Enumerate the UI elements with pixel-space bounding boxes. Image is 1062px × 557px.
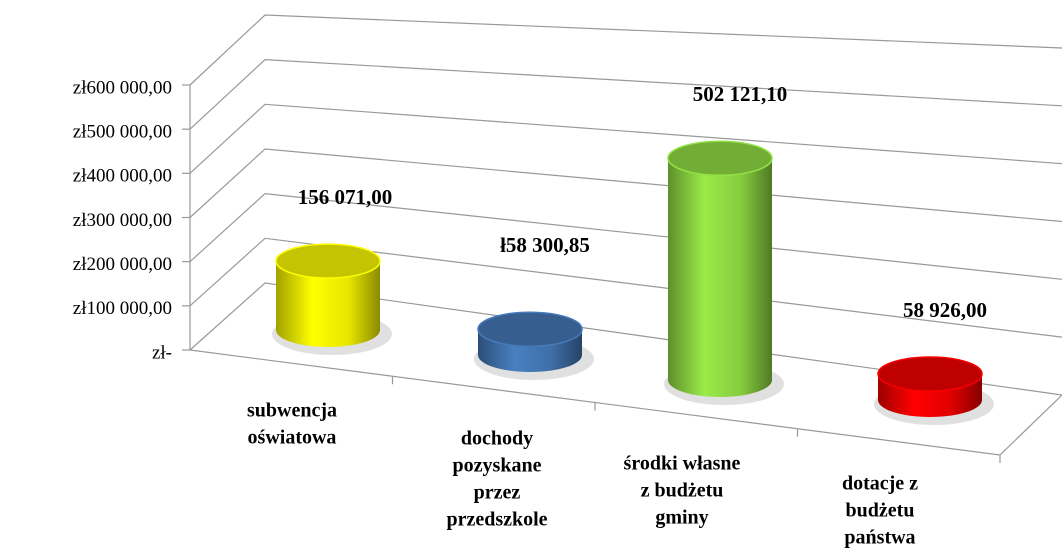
x-tick-label: z budżetu <box>641 480 724 502</box>
y-tick-label: zł200 000,00 <box>73 254 172 275</box>
x-tick-label: przedszkole <box>446 509 547 531</box>
x-tick-label: dotacje z <box>842 473 918 495</box>
cylinder-top <box>667 140 773 176</box>
cylinder-top <box>877 356 983 392</box>
grid-line <box>189 59 1062 130</box>
cylinder <box>474 311 594 380</box>
y-tick-label: zł400 000,00 <box>73 166 172 187</box>
y-tick-label: zł- <box>152 342 172 363</box>
value-label: 502 121,10 <box>693 82 788 106</box>
x-tick-label: państwa <box>844 527 915 549</box>
grid-line <box>189 282 1062 396</box>
y-tick-label: zł600 000,00 <box>73 77 172 98</box>
x-tick-label: dochody <box>461 428 533 450</box>
grid-line <box>189 103 1062 174</box>
x-tick-label: subwencja <box>247 400 337 422</box>
x-tick-label: pozyskane <box>453 455 542 477</box>
grid-line <box>189 193 1062 280</box>
y-tick-label: zł100 000,00 <box>73 298 172 319</box>
x-tick-label: przez <box>474 482 521 504</box>
x-tick-label: gminy <box>655 507 708 529</box>
grid-line <box>189 148 1062 223</box>
cylinder <box>874 356 994 425</box>
cylinder-top <box>275 243 381 279</box>
cylinder <box>664 140 784 405</box>
grid-line <box>189 237 1062 338</box>
cylinder-body <box>668 158 772 397</box>
y-tick-label: zł300 000,00 <box>73 210 172 231</box>
cylinder <box>272 243 392 355</box>
y-tick-label: zł500 000,00 <box>73 122 172 143</box>
grid-line <box>189 14 1062 86</box>
value-label: ł58 300,85 <box>500 233 590 257</box>
value-label: 156 071,00 <box>298 185 393 209</box>
cylinder-top <box>477 311 583 348</box>
x-tick-label: budżetu <box>846 500 915 522</box>
cylinder-body <box>276 261 380 347</box>
x-tick-label: oświatowa <box>248 427 337 449</box>
value-label: 58 926,00 <box>903 298 987 322</box>
x-tick-label: środki własne <box>624 453 741 475</box>
